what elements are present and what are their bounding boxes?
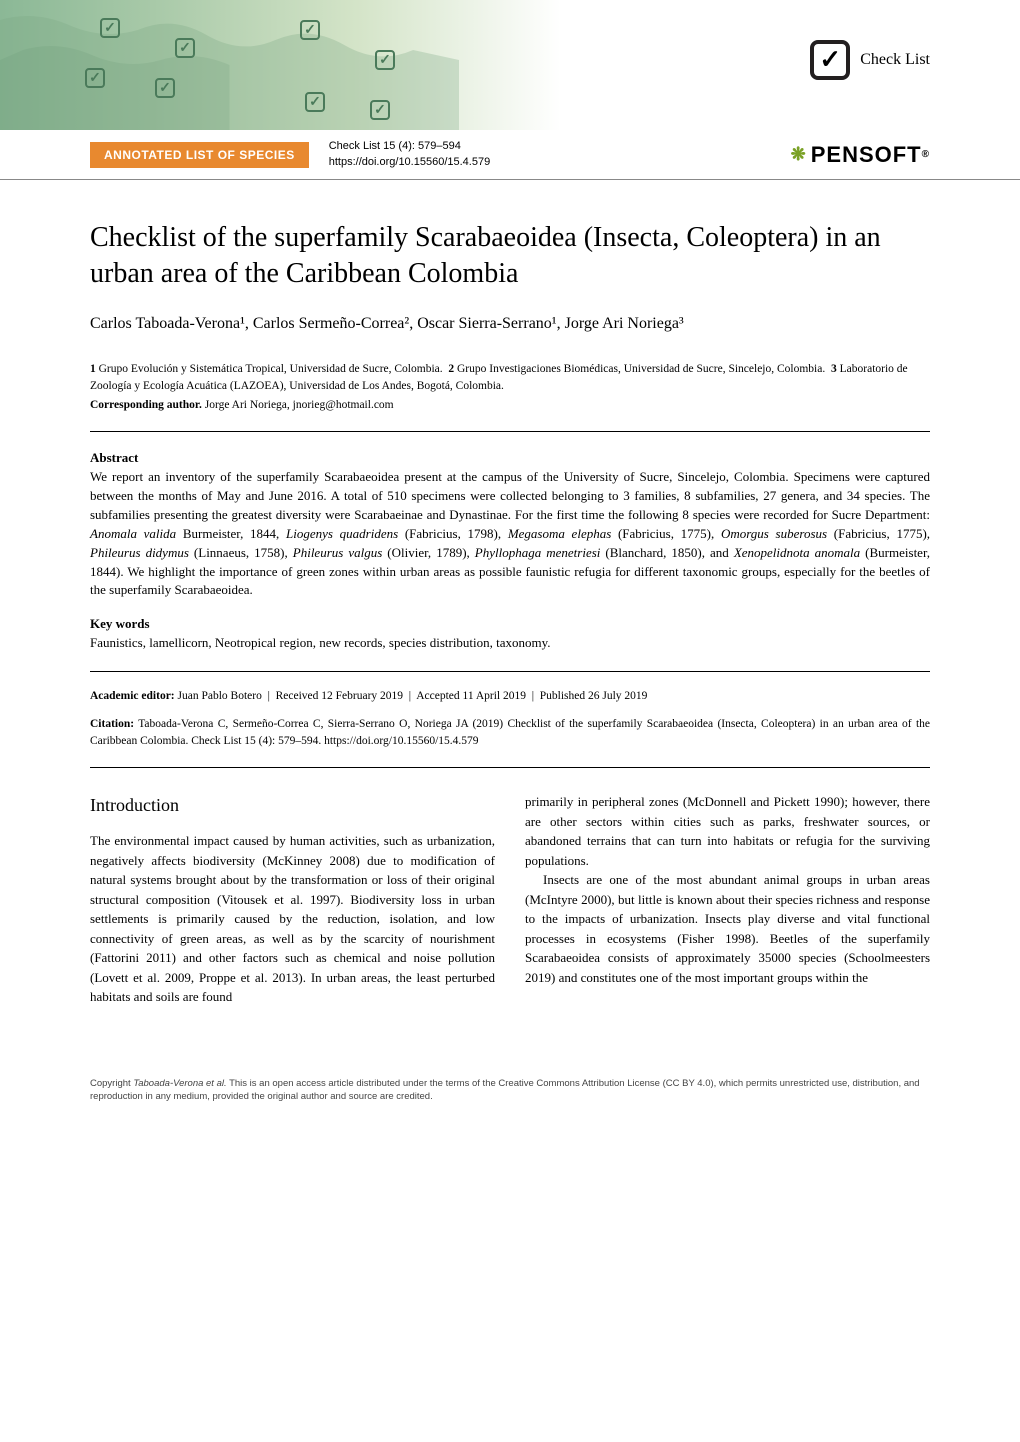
citation-block: Citation: Taboada-Verona C, Sermeño-Corr… xyxy=(90,716,930,749)
decorative-checkbox-icon: ✓ xyxy=(100,18,120,38)
decorative-checkbox-icon: ✓ xyxy=(155,78,175,98)
affil-1: Grupo Evolución y Sistemática Tropical, … xyxy=(99,363,443,375)
column-right: primarily in peripheral zones (McDonnell… xyxy=(525,792,930,1007)
publication-bar: ANNOTATED LIST OF SPECIES Check List 15 … xyxy=(0,130,1020,180)
decorative-checkbox-icon: ✓ xyxy=(305,92,325,112)
decorative-checkbox-icon: ✓ xyxy=(175,38,195,58)
article-content: Checklist of the superfamily Scarabaeoid… xyxy=(0,180,1020,1037)
abstract-heading: Abstract xyxy=(90,450,930,466)
column-left: Introduction The environmental impact ca… xyxy=(90,792,495,1007)
intro-para-1-cont: primarily in peripheral zones (McDonnell… xyxy=(525,792,930,870)
affiliations: 1 Grupo Evolución y Sistemática Tropical… xyxy=(90,361,930,396)
section-label: ANNOTATED LIST OF SPECIES xyxy=(90,142,309,168)
corresponding-text: Jorge Ari Noriega, jnorieg@hotmail.com xyxy=(202,399,394,411)
keywords-text: Faunistics, lamellicorn, Neotropical reg… xyxy=(90,634,930,653)
pub-citation: Check List 15 (4): 579–594 xyxy=(329,139,490,154)
intro-para-2: Insects are one of the most abundant ani… xyxy=(525,870,930,987)
intro-heading: Introduction xyxy=(90,792,495,819)
divider xyxy=(90,767,930,768)
copyright-label: Copyright Taboada-Verona et al. xyxy=(90,1078,227,1089)
editorial-info: Academic editor: Juan Pablo Botero | Rec… xyxy=(90,690,930,702)
journal-logo: ✓ Check List xyxy=(810,40,930,80)
leaf-icon: ❋ xyxy=(791,144,807,165)
registered-mark: ® xyxy=(922,149,930,160)
corresponding-label: Corresponding author. xyxy=(90,399,202,411)
publisher-logo: ❋ PENSOFT ® xyxy=(791,142,930,168)
citation-text: Taboada-Verona C, Sermeño-Correa C, Sier… xyxy=(90,718,930,747)
logo-checkbox-icon: ✓ xyxy=(810,40,850,80)
decorative-checkbox-icon: ✓ xyxy=(300,20,320,40)
divider xyxy=(90,671,930,672)
pub-doi[interactable]: https://doi.org/10.15560/15.4.579 xyxy=(329,155,490,170)
keywords-heading: Key words xyxy=(90,616,930,632)
intro-para-1: The environmental impact caused by human… xyxy=(90,831,495,1007)
decorative-checkbox-icon: ✓ xyxy=(370,100,390,120)
citation-label: Citation: xyxy=(90,718,134,730)
author-list: Carlos Taboada-Verona¹, Carlos Sermeño-C… xyxy=(90,315,930,333)
journal-name: Check List xyxy=(860,51,930,69)
affil-2: Grupo Investigaciones Biomédicas, Univer… xyxy=(457,363,825,375)
abstract-text: We report an inventory of the superfamil… xyxy=(90,468,930,600)
decorative-checkbox-icon: ✓ xyxy=(85,68,105,88)
decorative-checkbox-icon: ✓ xyxy=(375,50,395,70)
article-title: Checklist of the superfamily Scarabaeoid… xyxy=(90,220,930,293)
publisher-name: PENSOFT xyxy=(811,142,922,168)
header-banner: ✓✓✓✓✓✓✓✓ ✓ Check List the journal of bio… xyxy=(0,0,1020,130)
corresponding-author: Corresponding author. Jorge Ari Noriega,… xyxy=(90,399,930,411)
publication-info: Check List 15 (4): 579–594 https://doi.o… xyxy=(329,139,490,170)
copyright-footer: Copyright Taboada-Verona et al. This is … xyxy=(0,1077,1020,1134)
divider xyxy=(90,431,930,432)
body-columns: Introduction The environmental impact ca… xyxy=(90,792,930,1007)
